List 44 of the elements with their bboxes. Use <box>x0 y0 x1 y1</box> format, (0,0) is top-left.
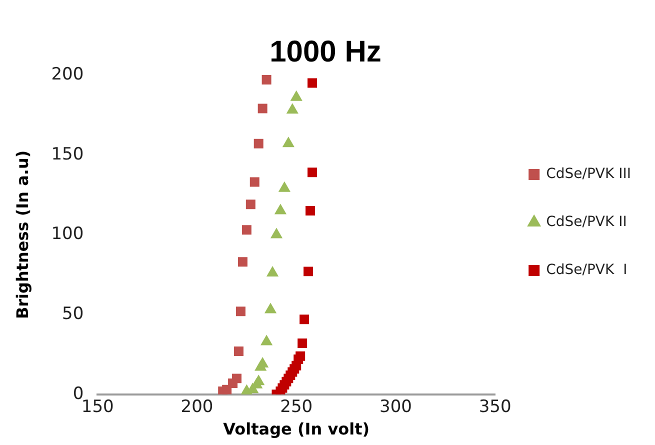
point <box>232 374 242 384</box>
point <box>270 228 282 238</box>
point <box>262 75 272 85</box>
y-tick-label: 100 <box>51 224 84 244</box>
point <box>242 225 252 235</box>
legend-label: CdSe/PVK III <box>546 166 632 182</box>
y-tick-label: 150 <box>51 144 84 164</box>
x-tick-label: 350 <box>478 397 512 418</box>
point <box>238 257 248 267</box>
point <box>252 375 264 386</box>
y-axis-title: Brightness (In a.u) <box>12 150 32 320</box>
point <box>278 182 290 192</box>
point <box>256 358 268 368</box>
legend-label: CdSe/PVK II <box>546 214 627 230</box>
point <box>274 204 286 214</box>
point <box>304 266 314 276</box>
point <box>286 104 298 114</box>
point <box>308 168 318 178</box>
x-axis-title: Voltage (In volt) <box>223 420 370 439</box>
y-tick-label: 0 <box>72 384 84 404</box>
point <box>266 266 278 277</box>
point <box>264 303 276 314</box>
point <box>236 306 246 316</box>
point <box>234 346 244 356</box>
point <box>290 90 302 101</box>
legend-label: CdSe/PVK I <box>546 262 628 278</box>
point <box>258 104 268 114</box>
point <box>300 314 310 324</box>
x-tick-label: 300 <box>380 397 412 418</box>
y-tick-label: 50 <box>62 304 84 324</box>
point <box>306 206 316 216</box>
y-tick-label: 200 <box>51 64 84 84</box>
point <box>308 78 318 88</box>
x-tick-label: 250 <box>280 397 313 418</box>
point <box>246 200 256 210</box>
point <box>250 177 260 187</box>
point <box>254 138 264 148</box>
x-tick-label: 150 <box>81 397 114 418</box>
point <box>260 335 272 346</box>
point <box>296 351 306 361</box>
point <box>298 338 308 348</box>
x-tick-label: 200 <box>180 397 214 418</box>
point <box>282 137 294 148</box>
chart-title: 1000 Hz <box>270 35 382 68</box>
